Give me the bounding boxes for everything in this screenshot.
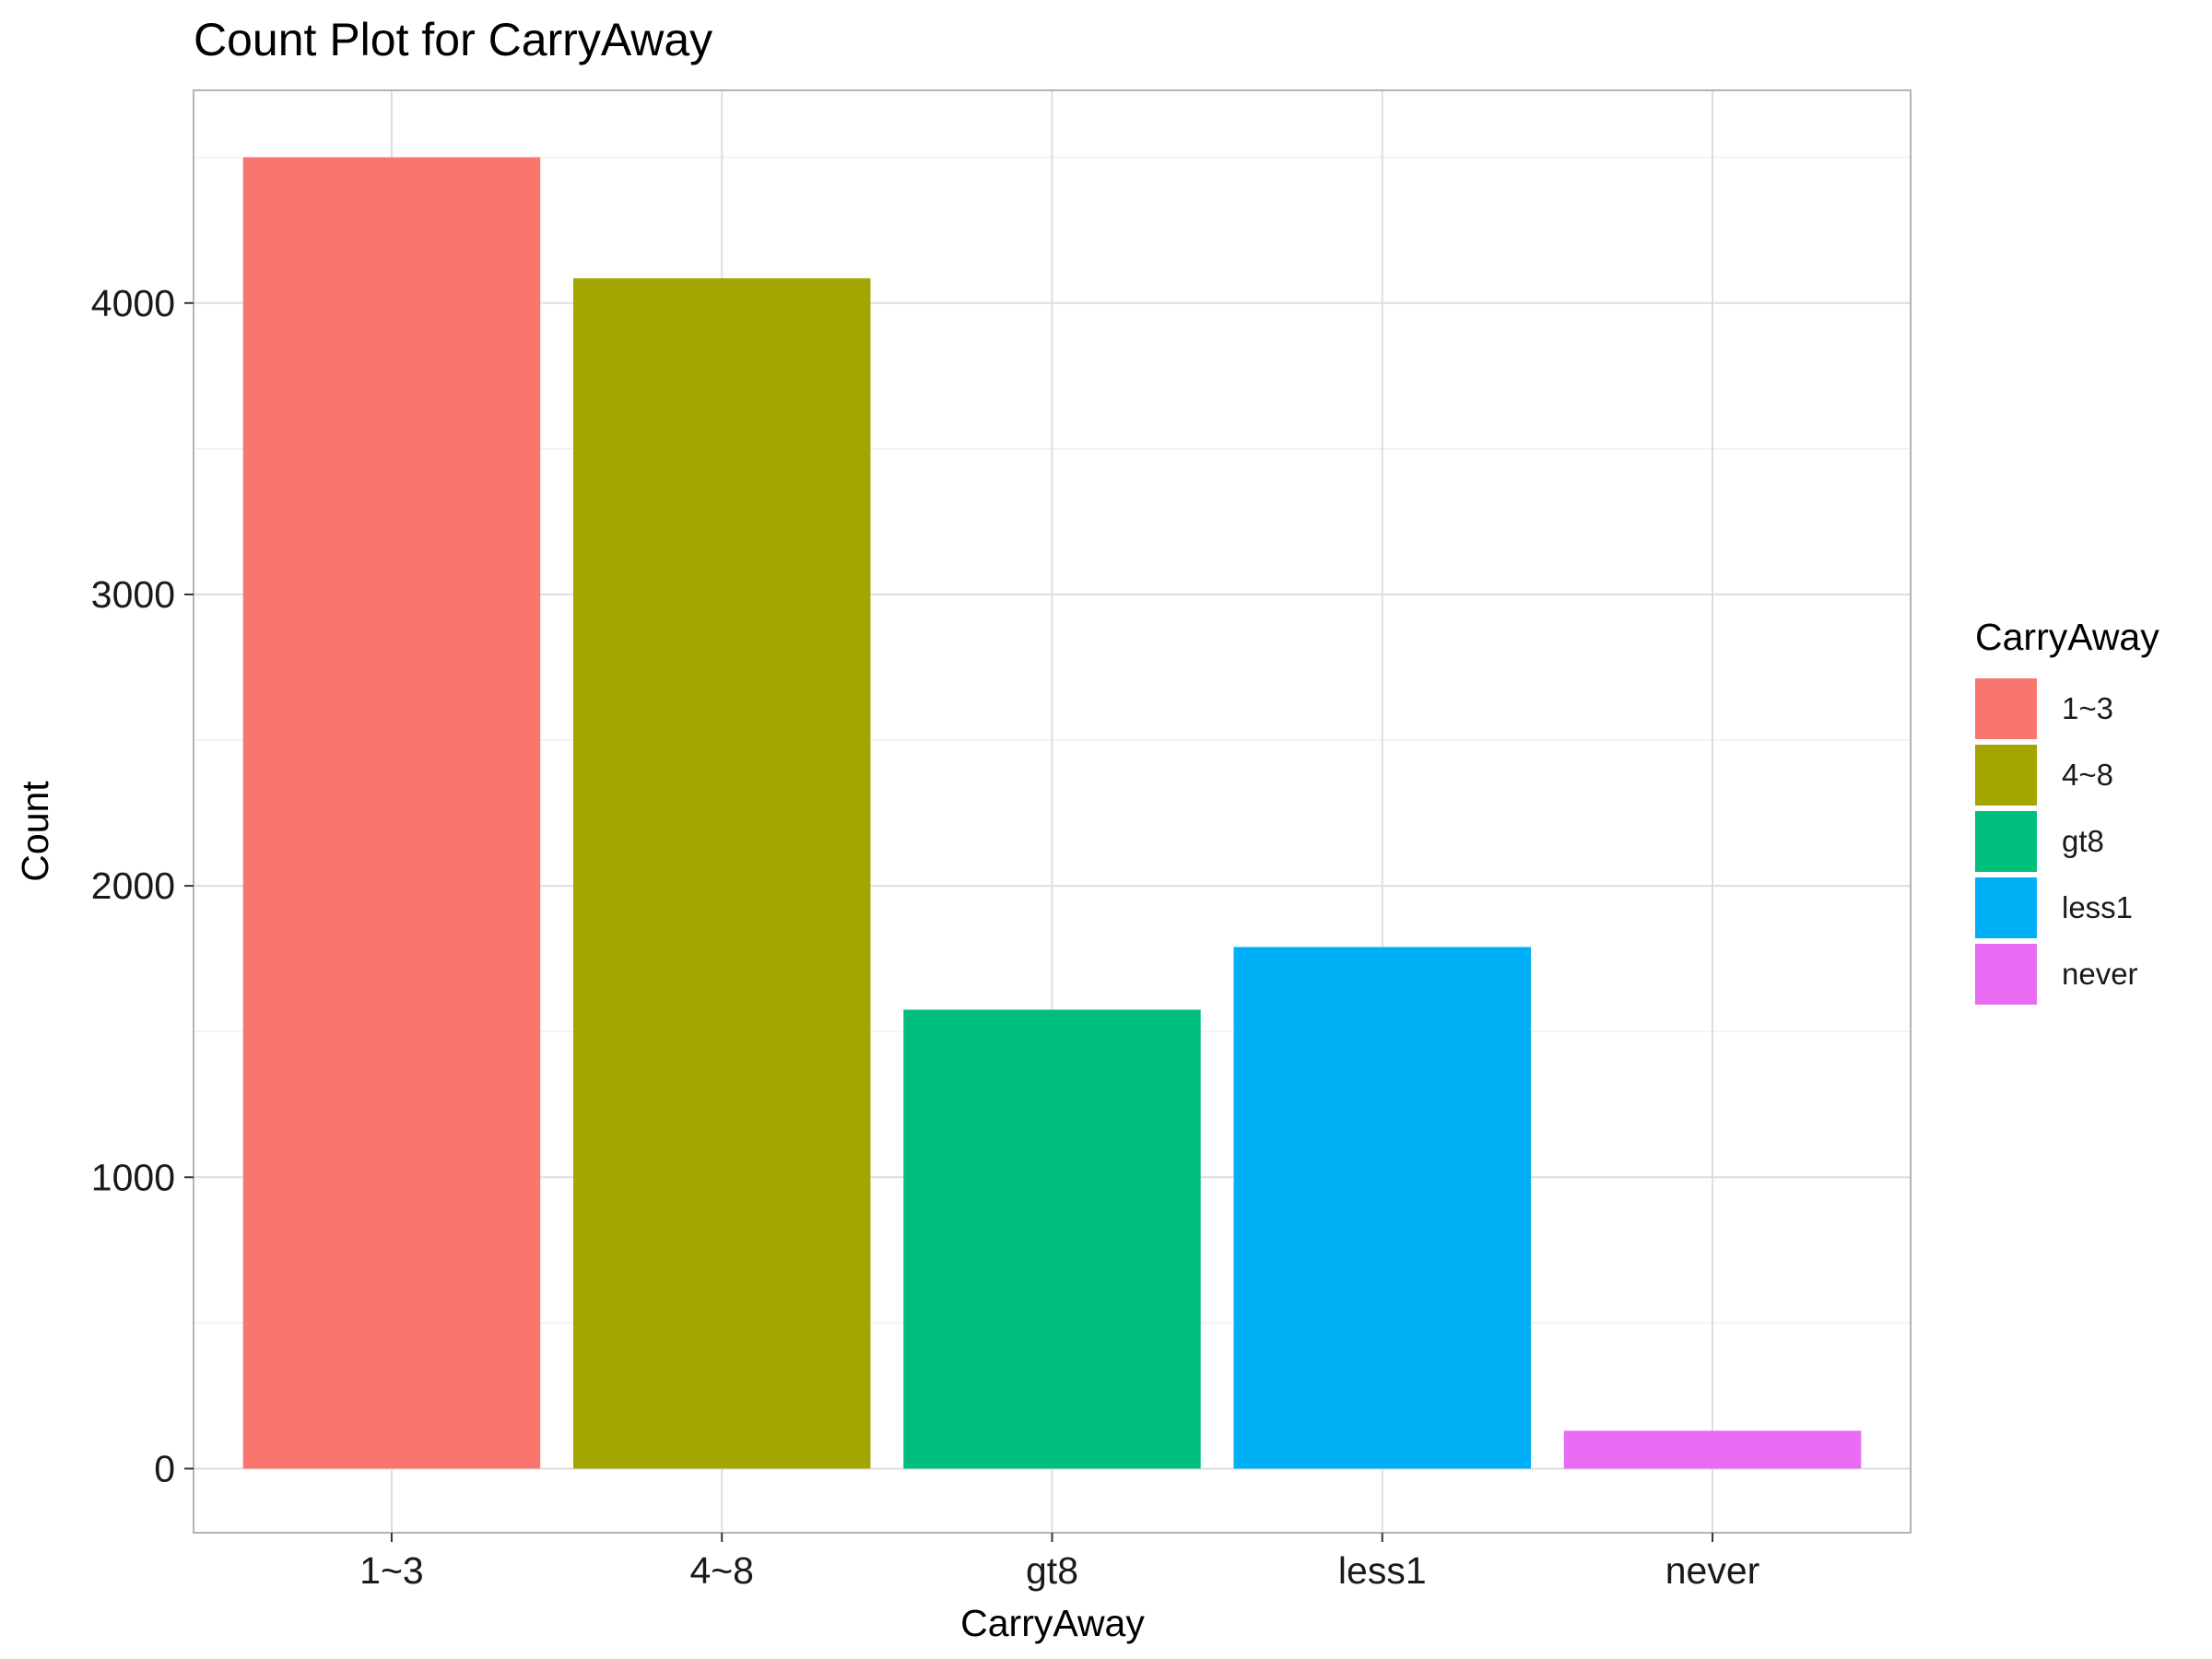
y-tick-label: 0	[154, 1447, 175, 1489]
x-axis-title: CarryAway	[960, 1602, 1145, 1644]
legend-key	[1975, 745, 2037, 806]
y-axis-title: Count	[14, 781, 56, 882]
legend-items: 1~3 4~8 gt8 less1 never	[1975, 678, 2138, 1005]
x-tick-label: 1~3	[359, 1549, 424, 1592]
x-tick-label: never	[1665, 1549, 1760, 1592]
legend-title: CarryAway	[1975, 616, 2159, 658]
bar-1-3	[242, 157, 541, 1469]
bar-gt8	[903, 1009, 1201, 1469]
legend-key	[1975, 678, 2037, 739]
legend-label: never	[2062, 957, 2138, 991]
y-axis-ticks: 0 1000 2000 3000 4000	[91, 282, 194, 1489]
legend: CarryAway 1~3 4~8 gt8 less1 never	[1975, 616, 2159, 1005]
chart-title: Count Plot for CarryAway	[194, 14, 712, 65]
bar-less1	[1233, 947, 1531, 1469]
legend-key	[1975, 877, 2037, 938]
bars	[242, 157, 1862, 1469]
legend-label: gt8	[2062, 824, 2104, 858]
x-tick-label: 4~8	[689, 1549, 754, 1592]
bar-4-8	[573, 277, 871, 1469]
legend-label: less1	[2062, 890, 2133, 924]
legend-label: 4~8	[2062, 758, 2113, 792]
y-tick-label: 3000	[91, 573, 175, 616]
legend-key	[1975, 944, 2037, 1005]
x-tick-label: less1	[1338, 1549, 1427, 1592]
x-axis-ticks: 1~3 4~8 gt8 less1 never	[359, 1533, 1759, 1592]
y-tick-label: 4000	[91, 282, 175, 324]
y-tick-label: 2000	[91, 865, 175, 907]
y-tick-label: 1000	[91, 1156, 175, 1198]
bar-never	[1563, 1430, 1862, 1469]
legend-key	[1975, 811, 2037, 872]
legend-label: 1~3	[2062, 691, 2113, 725]
x-tick-label: gt8	[1026, 1549, 1078, 1592]
